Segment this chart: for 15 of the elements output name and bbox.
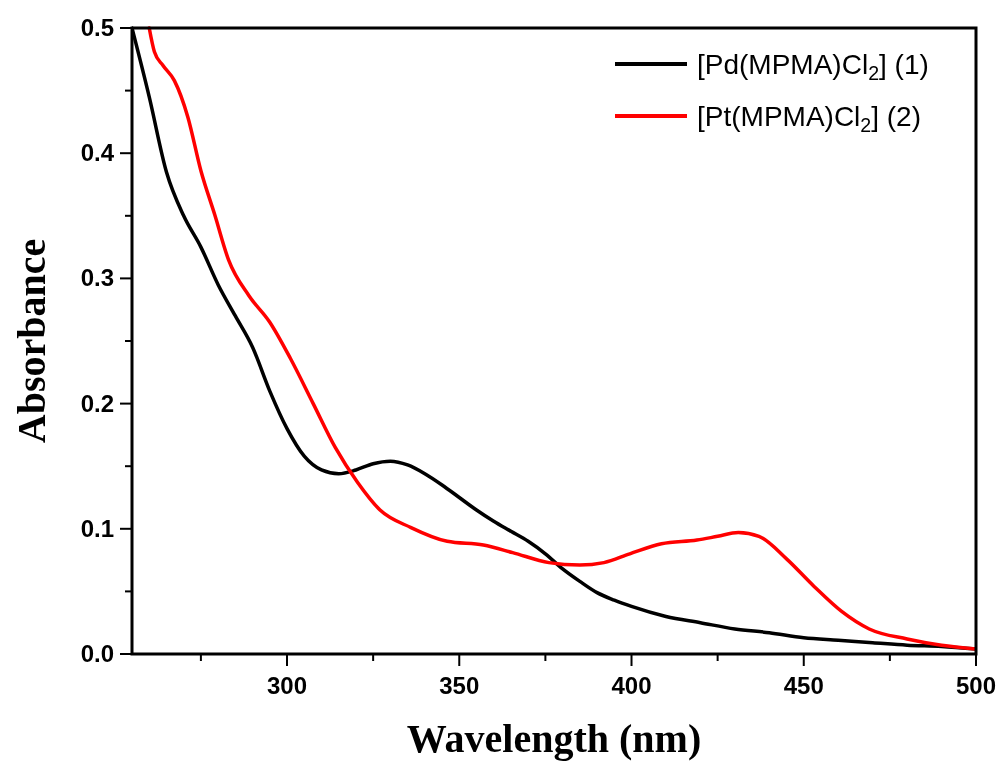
y-tick-label: 0.2 [80,389,114,417]
y-tick-label: 0.5 [80,14,114,41]
x-tick-label: 500 [955,672,997,699]
x-tick-label: 400 [611,672,652,699]
legend-label: [Pd(MPMA)Cl$_{2}$] (1) [697,49,929,84]
x-axis-title: Wavelength (nm) [406,716,702,761]
y-axis-title: Absorbance [9,238,54,444]
x-tick-label: 300 [267,672,308,699]
legend-label: [Pt(MPMA)Cl$_{2}$] (2) [697,101,922,136]
y-tick-label: 0.4 [80,139,115,167]
x-tick-label: 350 [439,672,480,699]
y-tick-label: 0.0 [80,640,114,667]
y-tick-label: 0.1 [80,514,114,542]
x-tick-label: 450 [783,672,824,699]
y-tick-label: 0.3 [80,264,114,292]
